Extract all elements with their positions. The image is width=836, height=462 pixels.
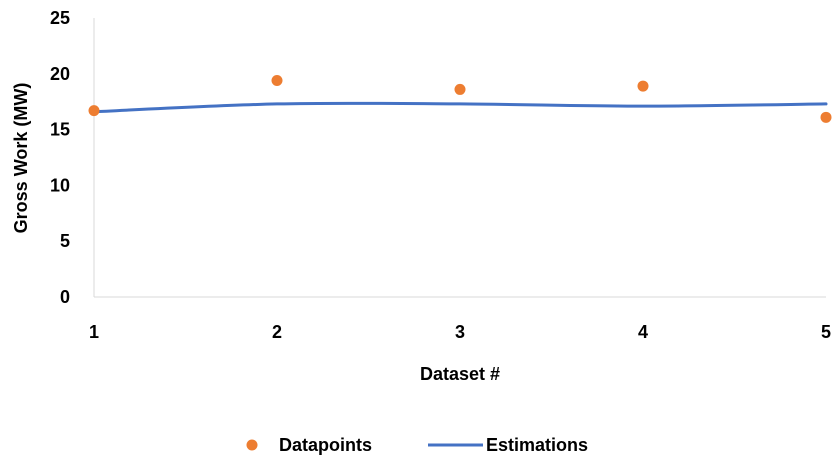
estimations-line xyxy=(92,101,828,114)
y-axis-title: Gross Work (MW) xyxy=(11,83,31,234)
legend-datapoints-marker xyxy=(246,439,258,451)
x-axis-title: Dataset # xyxy=(420,364,500,384)
datapoint-marker xyxy=(88,105,100,117)
y-tick-label: 5 xyxy=(60,231,70,251)
legend-datapoints-label: Datapoints xyxy=(279,435,372,455)
datapoint-marker xyxy=(454,83,466,95)
y-tick-label: 10 xyxy=(50,175,70,195)
x-tick-labels: 1 2 3 4 5 xyxy=(89,322,831,342)
datapoint-marker xyxy=(820,111,832,123)
x-tick-label: 5 xyxy=(821,322,831,342)
datapoint-marker xyxy=(637,80,649,92)
y-tick-label: 20 xyxy=(50,64,70,84)
y-tick-labels: 0 5 10 15 20 25 xyxy=(50,8,70,307)
series-layer xyxy=(88,74,832,123)
x-tick-label: 1 xyxy=(89,322,99,342)
x-tick-label: 2 xyxy=(272,322,282,342)
x-tick-label: 3 xyxy=(455,322,465,342)
plot-area: 0 5 10 15 20 25 1 2 3 4 5 xyxy=(50,8,832,342)
x-tick-label: 4 xyxy=(638,322,648,342)
y-tick-label: 0 xyxy=(60,287,70,307)
y-tick-label: 25 xyxy=(50,8,70,28)
y-tick-label: 15 xyxy=(50,120,70,140)
datapoint-marker xyxy=(271,74,283,86)
legend: Datapoints Estimations xyxy=(246,435,588,455)
legend-estimations-label: Estimations xyxy=(486,435,588,455)
